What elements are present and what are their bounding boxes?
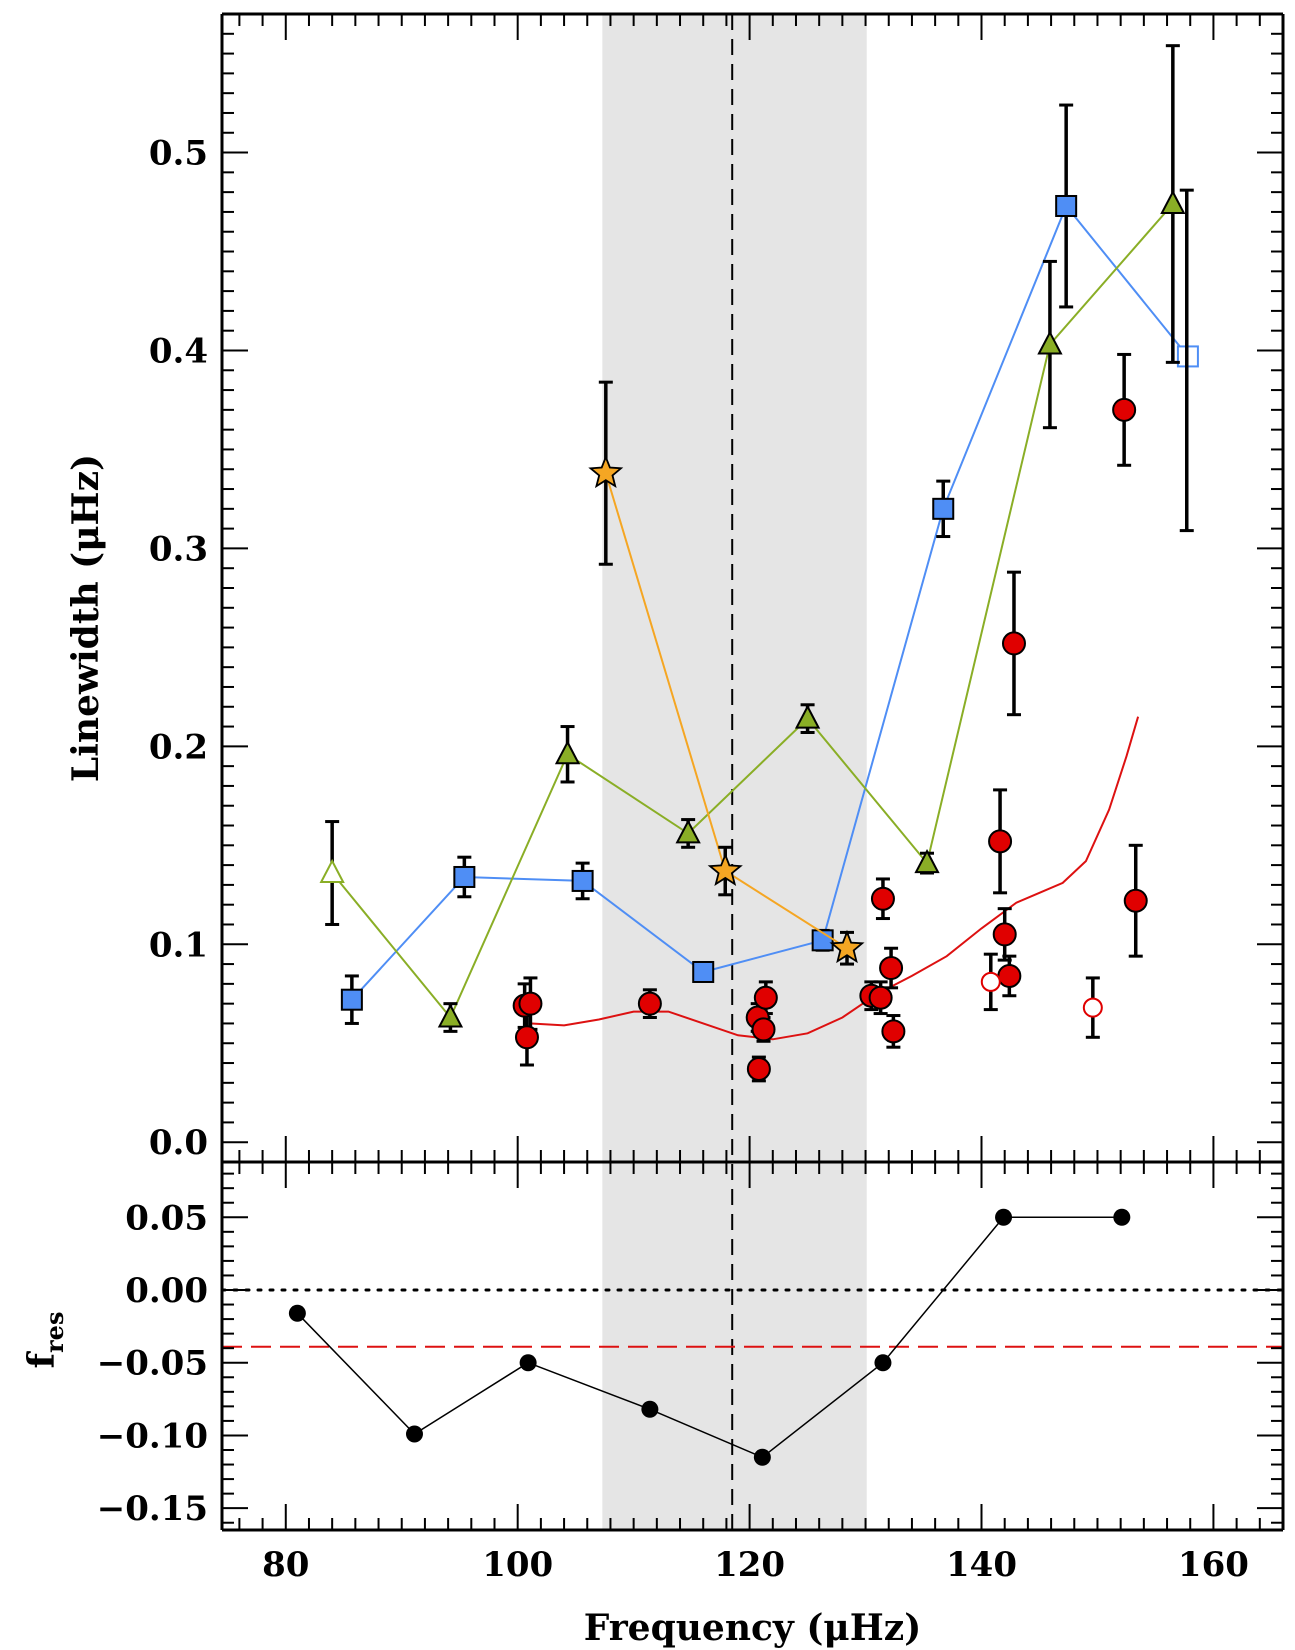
data-point-square <box>571 869 594 892</box>
data-point-circle <box>518 991 543 1016</box>
series-line-squares <box>351 204 1189 1001</box>
y-tick-label: −0.10 <box>97 1416 208 1456</box>
data-point-triangle <box>1037 330 1063 355</box>
data-point-circle <box>751 1017 776 1042</box>
y-tick-label: −0.05 <box>97 1344 208 1384</box>
data-point-square <box>340 988 363 1011</box>
fres-point <box>519 1354 537 1372</box>
y-tick-label: 0.3 <box>149 529 208 569</box>
series-circles <box>512 352 1148 1083</box>
data-point-triangle <box>794 704 821 729</box>
series-stars <box>588 380 865 966</box>
fres-point <box>1113 1208 1131 1226</box>
fres-point <box>753 1448 771 1466</box>
data-point-square <box>932 497 955 520</box>
data-point-circle <box>879 956 904 981</box>
y-axis-title: Linewidth (μHz) <box>65 454 107 782</box>
y-tick-label: 0.2 <box>149 727 208 767</box>
data-point-star <box>588 454 624 489</box>
y-tick-label: −0.15 <box>97 1489 208 1529</box>
data-point-circle <box>980 971 1001 992</box>
shaded-region <box>602 14 867 1530</box>
y-tick-label: 0.1 <box>149 925 208 965</box>
fres-point <box>641 1400 659 1418</box>
x-axis-title: Frequency (μHz) <box>584 1607 921 1649</box>
data-point-triangle <box>675 819 701 844</box>
x-tick-label: 120 <box>714 1545 785 1585</box>
y-tick-label: 0.4 <box>149 331 208 371</box>
data-point-circle <box>637 991 662 1016</box>
data-point-circle <box>753 985 778 1010</box>
fres-line <box>296 1216 1122 1459</box>
fres-point <box>405 1425 423 1443</box>
fres-subscript: res <box>40 1312 69 1353</box>
data-point-triangle <box>1160 189 1186 215</box>
x-tick-label: 100 <box>482 1545 553 1585</box>
data-point-circle <box>746 1056 771 1081</box>
axis-labels: 0.0 0.1 0.2 0.3 0.4 0.5 0.05 0.00 −0.05 −0.10 −0.1… <box>21 134 1249 1649</box>
series-squares <box>340 103 1199 1025</box>
bottom-panel <box>220 1208 1285 1466</box>
data-point-circle <box>870 886 895 911</box>
x-tick-label: 140 <box>946 1545 1017 1585</box>
data-point-circle <box>988 829 1013 854</box>
data-point-circle <box>881 1019 906 1044</box>
background-layer <box>602 14 867 1530</box>
data-point-circle <box>997 963 1022 988</box>
series-triangles <box>319 44 1194 1033</box>
fres-axis-title: fres <box>21 1312 69 1369</box>
data-point-star <box>707 852 743 886</box>
x-tick-label: 160 <box>1178 1545 1249 1585</box>
data-point-circle <box>1123 888 1148 913</box>
x-tick-label: 80 <box>262 1545 309 1585</box>
data-point-square <box>453 865 476 888</box>
axes-frame <box>220 12 1285 1532</box>
data-point-triangle <box>319 858 345 884</box>
y-tick-label: 0.05 <box>125 1198 208 1238</box>
data-point-triangle <box>914 848 940 874</box>
data-point-circle <box>992 922 1017 947</box>
top-panel <box>319 44 1199 1083</box>
data-point-circle <box>868 985 893 1010</box>
y-tick-label: 0.0 <box>149 1123 208 1163</box>
data-point-triangle <box>554 740 581 765</box>
y-tick-label: 0.5 <box>149 134 208 174</box>
fres-point <box>995 1208 1013 1226</box>
fres-point <box>288 1304 306 1322</box>
data-point-square <box>692 960 715 983</box>
data-point-star <box>829 929 865 964</box>
data-point-triangle <box>437 1003 464 1028</box>
fres-point <box>874 1354 892 1372</box>
data-point-circle <box>514 1025 539 1050</box>
series-line-triangles <box>331 203 1174 1020</box>
data-point-circle <box>1082 997 1103 1018</box>
data-point-square <box>1055 194 1078 217</box>
data-point-circle <box>1001 631 1026 656</box>
fres-main: f <box>21 1350 63 1368</box>
y-tick-label: 0.00 <box>125 1271 208 1311</box>
data-point-circle <box>1112 397 1137 422</box>
